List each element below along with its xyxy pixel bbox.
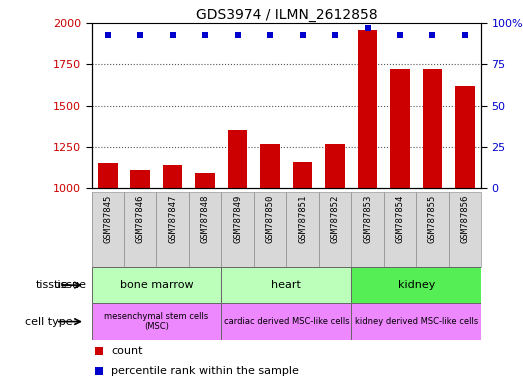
Text: percentile rank within the sample: percentile rank within the sample bbox=[111, 366, 299, 376]
Bar bbox=[319, 192, 351, 267]
Bar bbox=[156, 192, 189, 267]
Text: GSM787847: GSM787847 bbox=[168, 194, 177, 243]
Title: GDS3974 / ILMN_2612858: GDS3974 / ILMN_2612858 bbox=[196, 8, 377, 22]
Text: GSM787850: GSM787850 bbox=[266, 194, 275, 243]
Bar bbox=[92, 303, 221, 340]
Bar bbox=[228, 129, 247, 188]
Text: GSM787853: GSM787853 bbox=[363, 194, 372, 243]
Bar bbox=[390, 69, 410, 188]
Text: GSM787851: GSM787851 bbox=[298, 194, 307, 243]
Text: GSM787848: GSM787848 bbox=[201, 194, 210, 243]
Bar bbox=[351, 192, 384, 267]
Bar bbox=[351, 303, 481, 340]
Text: kidney: kidney bbox=[397, 280, 435, 290]
Bar bbox=[423, 69, 442, 188]
Bar bbox=[163, 165, 183, 188]
Bar bbox=[325, 144, 345, 188]
Bar bbox=[221, 303, 351, 340]
Bar bbox=[92, 267, 221, 303]
Bar bbox=[196, 173, 215, 188]
Bar bbox=[455, 86, 475, 188]
Text: bone marrow: bone marrow bbox=[120, 280, 194, 290]
Bar bbox=[124, 192, 156, 267]
Bar bbox=[449, 192, 481, 267]
Bar bbox=[130, 170, 150, 188]
Bar bbox=[254, 192, 286, 267]
Bar bbox=[221, 267, 351, 303]
Bar bbox=[416, 192, 449, 267]
Text: tissue: tissue bbox=[53, 280, 86, 290]
Bar bbox=[293, 162, 312, 188]
Text: GSM787856: GSM787856 bbox=[460, 194, 470, 243]
Text: tissue: tissue bbox=[36, 280, 69, 290]
Text: GSM787852: GSM787852 bbox=[331, 194, 339, 243]
Text: GSM787849: GSM787849 bbox=[233, 194, 242, 243]
Text: cardiac derived MSC-like cells: cardiac derived MSC-like cells bbox=[223, 317, 349, 326]
Bar bbox=[351, 267, 481, 303]
Bar bbox=[358, 30, 377, 188]
Text: cell type: cell type bbox=[25, 316, 73, 327]
Bar bbox=[221, 192, 254, 267]
Bar bbox=[260, 144, 280, 188]
Text: GSM787846: GSM787846 bbox=[136, 194, 145, 243]
Text: kidney derived MSC-like cells: kidney derived MSC-like cells bbox=[355, 317, 478, 326]
Text: mesenchymal stem cells
(MSC): mesenchymal stem cells (MSC) bbox=[105, 312, 209, 331]
Text: GSM787855: GSM787855 bbox=[428, 194, 437, 243]
Bar bbox=[286, 192, 319, 267]
Text: count: count bbox=[111, 346, 142, 356]
Text: GSM787854: GSM787854 bbox=[395, 194, 404, 243]
Bar bbox=[98, 164, 118, 188]
Text: heart: heart bbox=[271, 280, 301, 290]
Text: GSM787845: GSM787845 bbox=[103, 194, 112, 243]
Bar bbox=[92, 192, 124, 267]
Bar bbox=[189, 192, 221, 267]
Bar bbox=[384, 192, 416, 267]
